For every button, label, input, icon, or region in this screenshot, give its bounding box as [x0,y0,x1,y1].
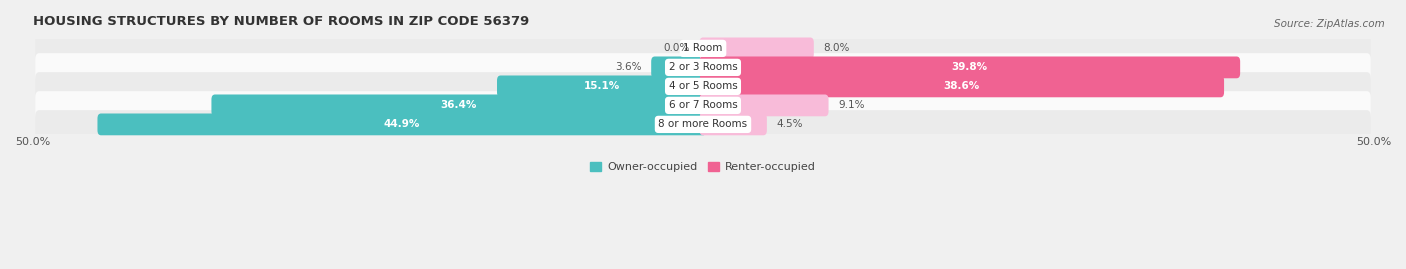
FancyBboxPatch shape [699,56,1240,78]
FancyBboxPatch shape [651,56,707,78]
FancyBboxPatch shape [211,94,707,116]
Legend: Owner-occupied, Renter-occupied: Owner-occupied, Renter-occupied [586,157,820,177]
Text: 0.0%: 0.0% [664,43,689,53]
Text: 6 or 7 Rooms: 6 or 7 Rooms [669,100,737,110]
Text: 2 or 3 Rooms: 2 or 3 Rooms [669,62,737,72]
Text: 38.6%: 38.6% [943,82,980,91]
FancyBboxPatch shape [35,91,1371,120]
FancyBboxPatch shape [699,37,814,59]
FancyBboxPatch shape [699,94,828,116]
FancyBboxPatch shape [97,114,707,135]
FancyBboxPatch shape [699,76,1225,97]
Text: Source: ZipAtlas.com: Source: ZipAtlas.com [1274,19,1385,29]
Text: HOUSING STRUCTURES BY NUMBER OF ROOMS IN ZIP CODE 56379: HOUSING STRUCTURES BY NUMBER OF ROOMS IN… [32,15,529,28]
FancyBboxPatch shape [35,72,1371,101]
Text: 15.1%: 15.1% [583,82,620,91]
Text: 1 Room: 1 Room [683,43,723,53]
Text: 39.8%: 39.8% [952,62,988,72]
Text: 4.5%: 4.5% [776,119,803,129]
Text: 9.1%: 9.1% [838,100,865,110]
Text: 8 or more Rooms: 8 or more Rooms [658,119,748,129]
FancyBboxPatch shape [496,76,707,97]
Text: 36.4%: 36.4% [441,100,477,110]
Text: 8.0%: 8.0% [824,43,851,53]
Text: 3.6%: 3.6% [614,62,641,72]
FancyBboxPatch shape [35,53,1371,82]
FancyBboxPatch shape [35,34,1371,63]
FancyBboxPatch shape [35,110,1371,139]
FancyBboxPatch shape [699,114,766,135]
Text: 44.9%: 44.9% [384,119,420,129]
Text: 4 or 5 Rooms: 4 or 5 Rooms [669,82,737,91]
